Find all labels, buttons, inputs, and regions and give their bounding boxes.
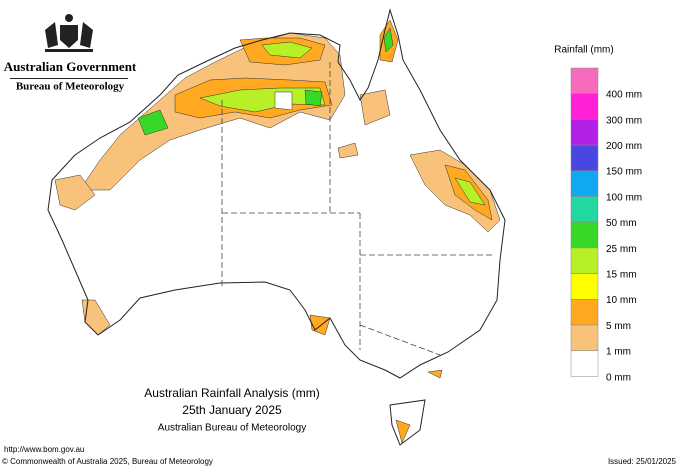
title-line: Australian Rainfall Analysis (mm) [144,386,319,400]
legend-label: 10 mm [606,295,637,306]
copyright: © Commonwealth of Australia 2025, Bureau… [2,457,213,466]
legend-label: 1 mm [606,347,631,358]
legend-label: 300 mm [606,115,642,126]
agency: Bureau of Meteorology [16,81,125,93]
legend: 400 mm 300 mm 200 mm 150 mm 100 mm 50 mm 25 mm… [570,67,642,383]
coat-of-arms [45,14,93,52]
legend-label: 400 mm [606,90,642,101]
legend-swatch [570,299,599,326]
map-outline [47,8,506,446]
legend-swatch [570,221,599,249]
legend-swatch [570,119,599,146]
title-line: Australian Bureau of Meteorology [158,423,306,434]
legend-label: 100 mm [606,192,642,203]
legend-label: 200 mm [606,141,642,152]
legend-label: 25 mm [606,244,637,255]
title-line: 25th January 2025 [182,403,282,417]
legend-swatch [570,324,599,351]
legend-swatch [570,144,599,172]
legend-label: 15 mm [606,270,637,281]
legend-label: 5 mm [606,321,631,332]
legend-title: Rainfall (mm) [554,45,613,56]
legend-swatch [570,196,599,223]
header-rule [10,78,128,79]
government: Australian Government [4,59,137,74]
legend-swatch [570,93,599,120]
url: http://www.bom.gov.au [4,445,84,454]
legend-label: 150 mm [606,167,642,178]
legend-swatch [570,247,599,274]
rainfall-areas [54,19,501,444]
legend-label: 50 mm [606,218,637,229]
state-borders [221,62,492,356]
issued: Issued: 25/01/2025 [608,457,677,466]
legend-swatch [570,350,599,377]
legend-label: 0 mm [606,372,631,383]
legend-swatch [570,170,599,197]
legend-swatch [570,273,599,300]
legend-swatch [570,67,599,94]
